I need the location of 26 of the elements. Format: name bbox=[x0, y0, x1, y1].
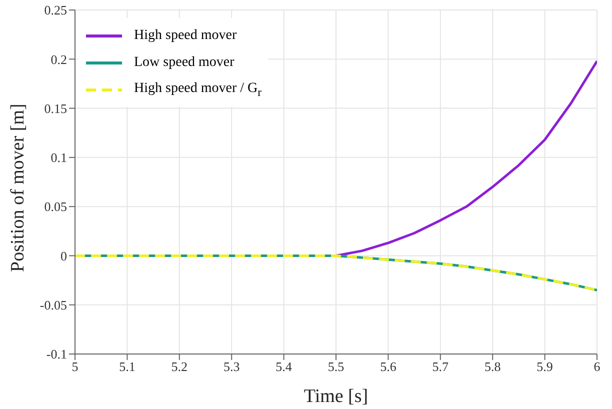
legend-label: High speed mover / G$_{r}$ bbox=[134, 80, 262, 98]
y-tick-label: 0.2 bbox=[50, 52, 67, 67]
y-tick-label: 0 bbox=[60, 248, 67, 264]
x-tick-label: 5.8 bbox=[484, 359, 501, 374]
x-tick-label: 5.9 bbox=[536, 359, 553, 374]
y-tick-label: 0.25 bbox=[44, 2, 67, 18]
y-tick-label: -0.1 bbox=[46, 346, 67, 362]
y-tick-label: -0.05 bbox=[40, 297, 67, 312]
line-series bbox=[75, 254, 597, 292]
y-tick-label: 0.15 bbox=[44, 100, 67, 116]
x-tick-label: 5.1 bbox=[119, 359, 136, 374]
legend-label: High speed mover bbox=[134, 28, 237, 44]
x-axis-title: Time [s] bbox=[304, 386, 368, 407]
y-axis-title: Position of mover [m] bbox=[8, 104, 29, 272]
legend-label: Low speed mover bbox=[134, 54, 234, 70]
x-tick-label: 5.4 bbox=[276, 359, 292, 374]
x-tick-label: 5.7 bbox=[432, 359, 450, 374]
x-tick-label: 5.5 bbox=[328, 359, 344, 374]
x-tick-label: 5 bbox=[72, 359, 78, 374]
x-tick-label: 6 bbox=[594, 359, 601, 374]
x-tick-label: 5.6 bbox=[380, 359, 397, 374]
x-tick-label: 5.2 bbox=[171, 359, 188, 374]
x-tick-label: 5.3 bbox=[223, 359, 240, 374]
y-tick-label: 0.1 bbox=[50, 150, 67, 166]
y-tick-label: 0.05 bbox=[44, 199, 67, 214]
line-series bbox=[334, 60, 597, 257]
